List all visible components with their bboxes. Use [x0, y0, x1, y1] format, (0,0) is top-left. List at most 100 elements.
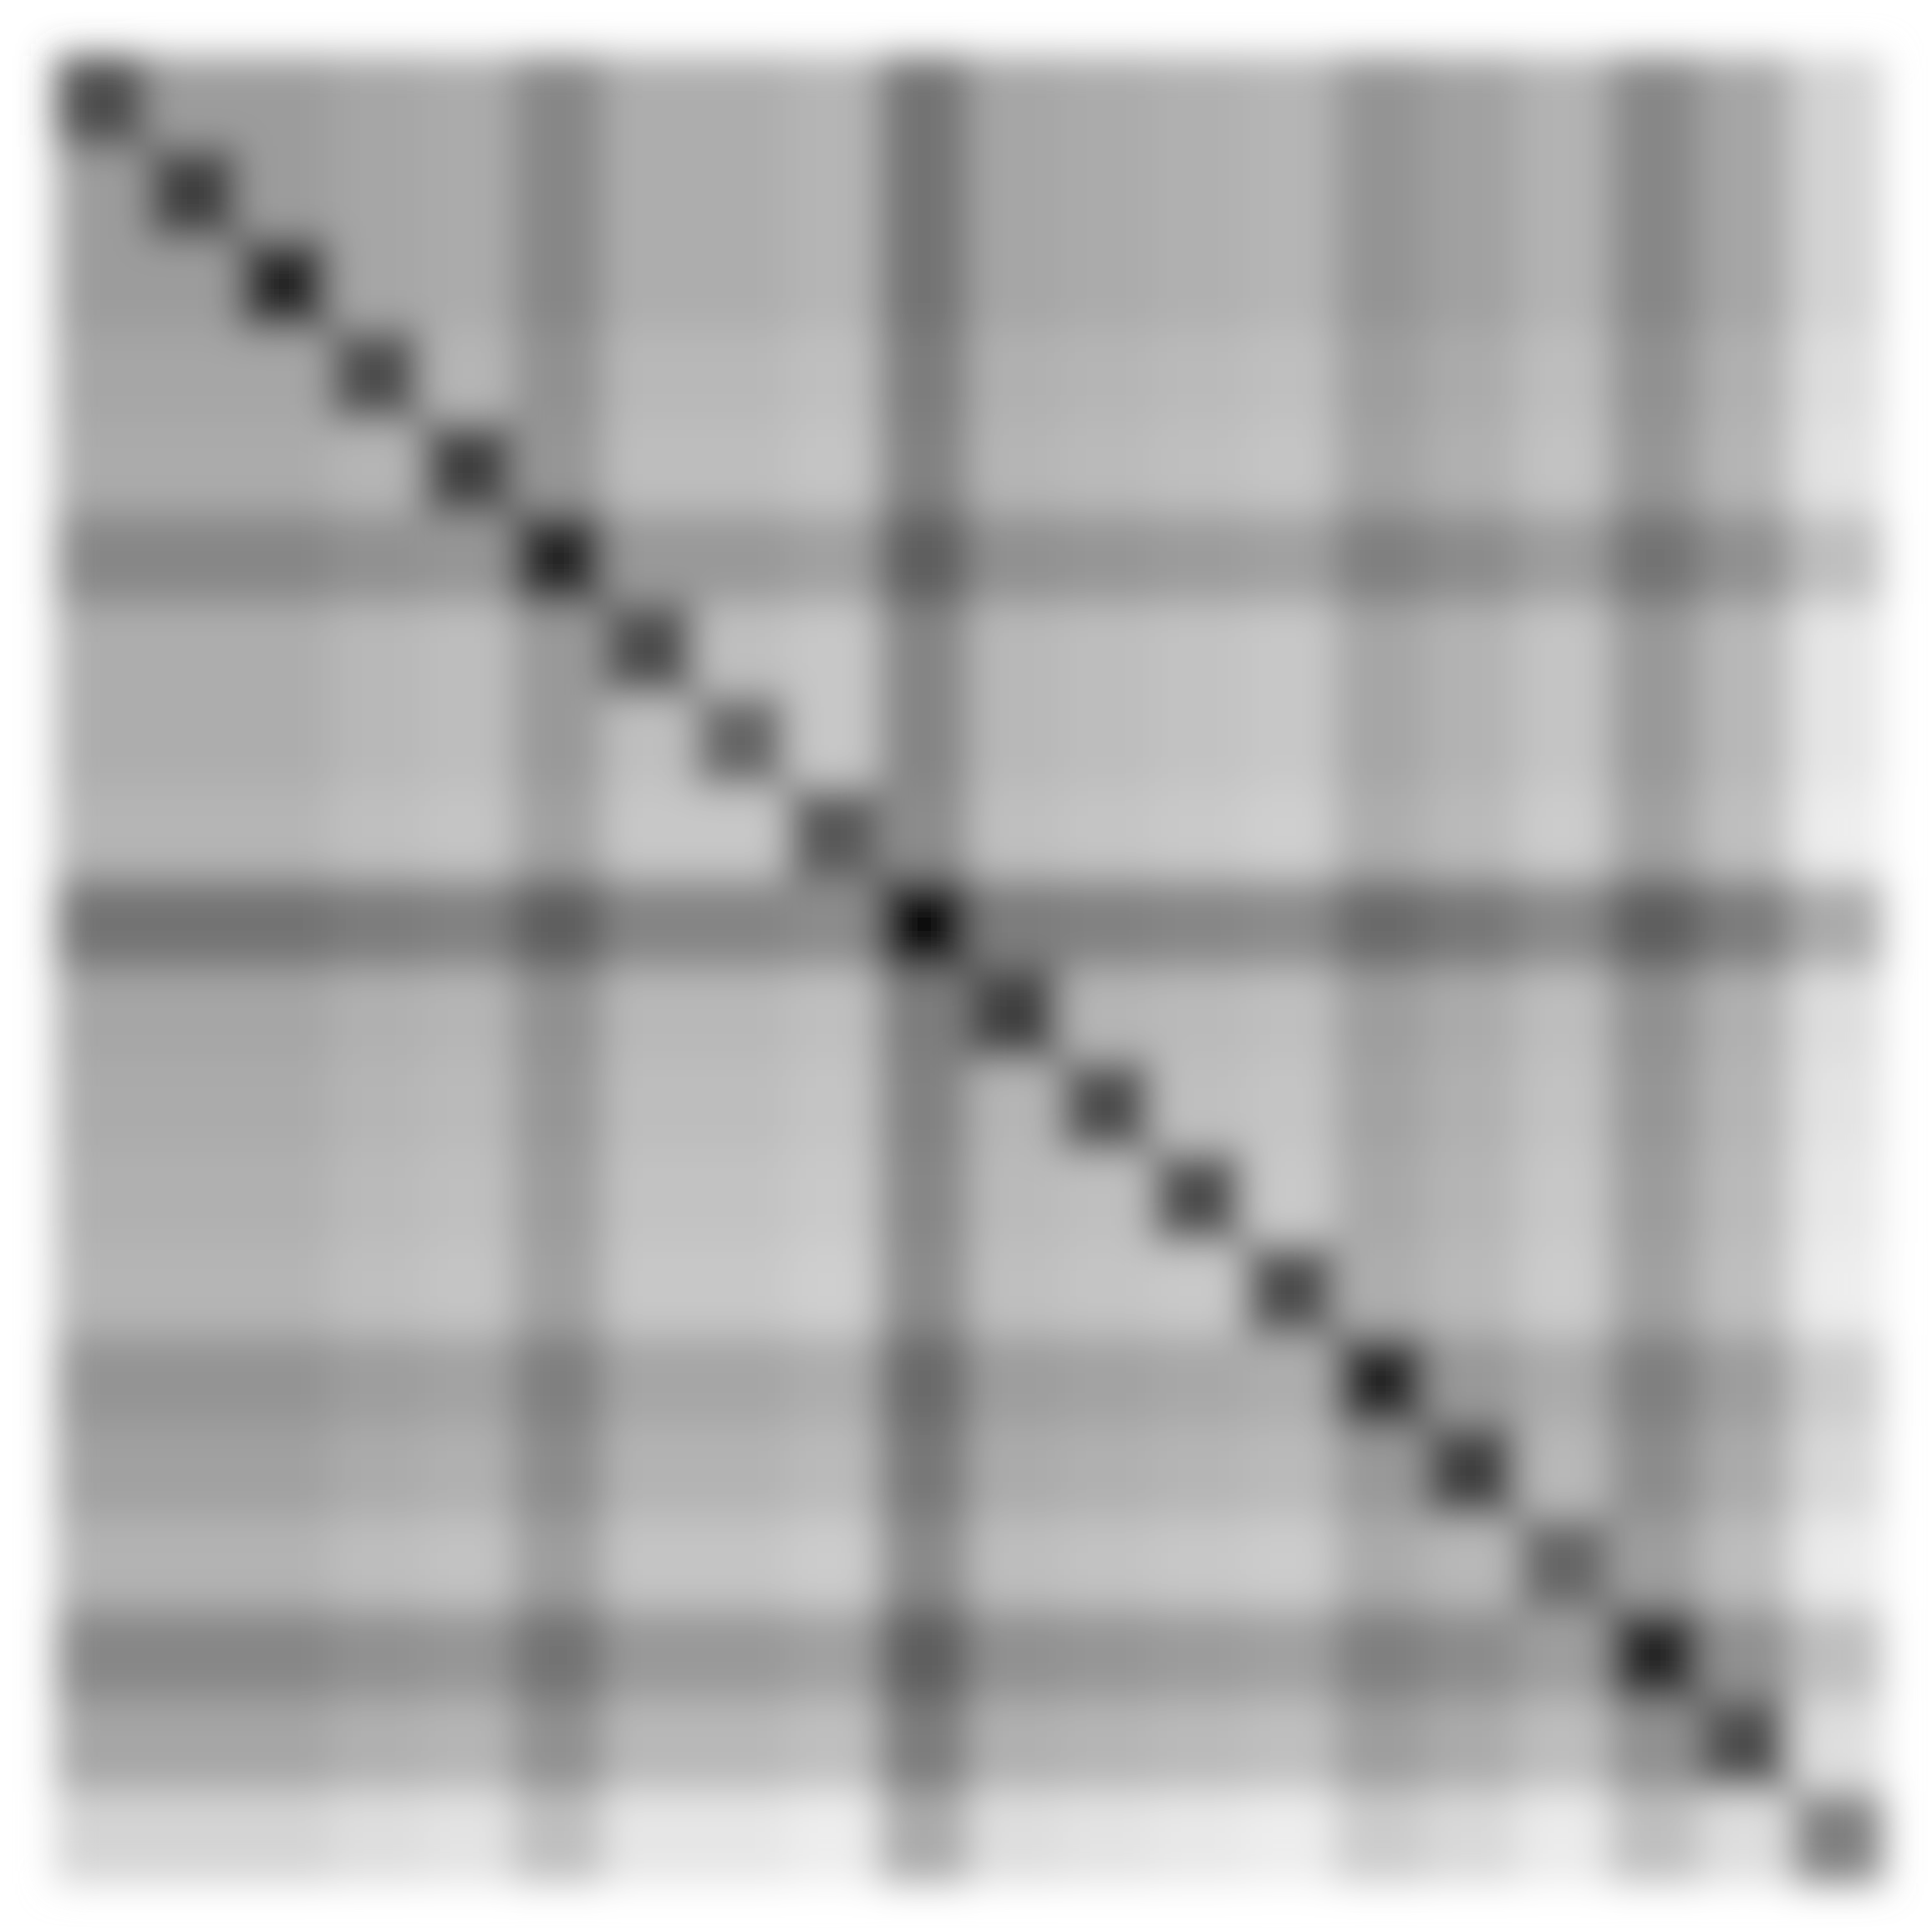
heatmap-cell	[1791, 1609, 1884, 1701]
heatmap-cell	[1060, 329, 1153, 422]
heatmap-cell	[695, 1791, 787, 1884]
heatmap-cell	[969, 695, 1061, 787]
heatmap-cell	[1152, 1700, 1244, 1792]
heatmap-cell	[147, 1700, 240, 1792]
heatmap-cell	[1060, 1426, 1153, 1518]
heatmap-cell	[147, 238, 240, 331]
heatmap-cell	[1335, 1517, 1426, 1609]
heatmap-cell	[1517, 786, 1609, 879]
heatmap-cell	[329, 877, 422, 970]
heatmap-cell	[1243, 1152, 1335, 1244]
heatmap-cell	[238, 147, 331, 240]
heatmap-cell	[1609, 56, 1701, 148]
heatmap-cell	[1700, 1243, 1792, 1335]
heatmap-cell	[1426, 1791, 1518, 1884]
heatmap-cell	[695, 1060, 787, 1153]
heatmap-cell	[877, 877, 970, 970]
heatmap-cell	[1791, 877, 1884, 970]
heatmap-cell	[421, 1060, 513, 1153]
heatmap-cell	[1243, 238, 1335, 331]
heatmap-cell	[603, 329, 696, 422]
heatmap-cell	[238, 1152, 331, 1244]
heatmap-cell	[512, 329, 605, 422]
heatmap-cell	[1060, 1152, 1153, 1244]
heatmap-cell	[1060, 238, 1153, 331]
heatmap-cell	[1791, 147, 1884, 240]
heatmap-cell	[512, 1700, 605, 1792]
heatmap-cell	[1791, 1426, 1884, 1518]
heatmap-cell	[56, 329, 148, 422]
heatmap-cell	[1517, 603, 1609, 696]
heatmap-cell	[421, 695, 513, 787]
heatmap-cell	[969, 1700, 1061, 1792]
heatmap-cell	[238, 512, 331, 605]
heatmap-cell	[603, 1517, 696, 1609]
heatmap-cell	[56, 421, 148, 513]
heatmap-cell	[238, 1609, 331, 1701]
heatmap-cell	[877, 56, 970, 148]
heatmap-cell	[512, 1791, 605, 1884]
heatmap-cell	[969, 512, 1061, 605]
heatmap-cell	[1517, 1152, 1609, 1244]
heatmap-cell	[1700, 877, 1792, 970]
heatmap-cell	[969, 1791, 1061, 1884]
heatmap-cell	[786, 238, 879, 331]
heatmap-cell	[786, 512, 879, 605]
heatmap-cell	[147, 969, 240, 1061]
heatmap-cell	[1700, 1060, 1792, 1153]
heatmap-cell	[1060, 56, 1153, 148]
heatmap-cells	[56, 56, 1884, 1884]
heatmap-cell	[1517, 1791, 1609, 1884]
heatmap-cell	[1426, 1243, 1518, 1335]
heatmap-cell	[1152, 1609, 1244, 1701]
heatmap-cell	[603, 238, 696, 331]
heatmap-cell	[329, 238, 422, 331]
heatmap-cell	[1335, 786, 1426, 879]
heatmap-cell	[1700, 969, 1792, 1061]
heatmap-cell	[421, 1609, 513, 1701]
heatmap-cell	[1700, 786, 1792, 879]
heatmap-cell	[1517, 238, 1609, 331]
heatmap-cell	[1791, 1791, 1884, 1884]
heatmap-cell	[1060, 603, 1153, 696]
heatmap-cell	[1517, 1700, 1609, 1792]
heatmap-cell	[1609, 1609, 1701, 1701]
heatmap-cell	[1426, 238, 1518, 331]
heatmap-cell	[329, 603, 422, 696]
heatmap-cell	[969, 1426, 1061, 1518]
heatmap-cell	[421, 877, 513, 970]
heatmap-cell	[147, 1426, 240, 1518]
heatmap-cell	[1335, 56, 1426, 148]
heatmap-cell	[786, 1791, 879, 1884]
heatmap-cell	[1335, 603, 1426, 696]
heatmap-cell	[603, 1700, 696, 1792]
heatmap-cell	[147, 1335, 240, 1426]
heatmap-cell	[1426, 786, 1518, 879]
heatmap-cell	[1152, 695, 1244, 787]
heatmap-cell	[1700, 695, 1792, 787]
heatmap-cell	[1335, 969, 1426, 1061]
heatmap-cell	[1243, 512, 1335, 605]
heatmap-cell	[1060, 1060, 1153, 1153]
heatmap-cell	[1243, 421, 1335, 513]
heatmap-cell	[329, 1791, 422, 1884]
heatmap-cell	[329, 1517, 422, 1609]
heatmap-cell	[1791, 695, 1884, 787]
heatmap-cell	[1426, 421, 1518, 513]
heatmap-cell	[1426, 56, 1518, 148]
heatmap-cell	[969, 1152, 1061, 1244]
heatmap-cell	[329, 695, 422, 787]
heatmap-cell	[969, 786, 1061, 879]
heatmap-cell	[786, 603, 879, 696]
heatmap-cell	[1791, 1517, 1884, 1609]
heatmap-cell	[147, 877, 240, 970]
heatmap-cell	[421, 329, 513, 422]
heatmap-cell	[877, 1060, 970, 1153]
heatmap-cell	[1700, 1700, 1792, 1792]
heatmap-cell	[786, 1152, 879, 1244]
heatmap-cell	[1243, 695, 1335, 787]
heatmap-cell	[695, 1700, 787, 1792]
heatmap-cell	[695, 56, 787, 148]
heatmap-cell	[421, 147, 513, 240]
heatmap-cell	[147, 1517, 240, 1609]
